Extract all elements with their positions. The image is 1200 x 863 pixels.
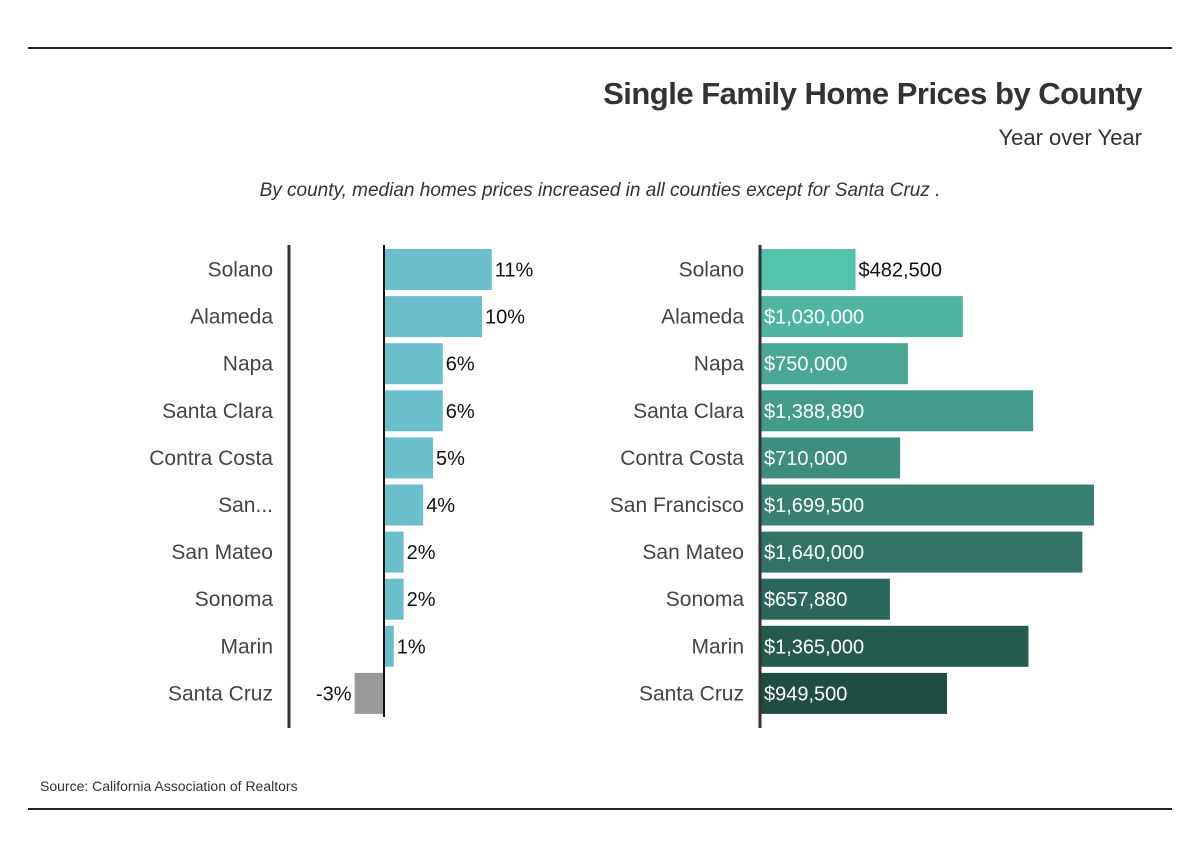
change-bar — [384, 343, 443, 385]
price-category-label: San Francisco — [610, 494, 744, 517]
price-value-label: $657,880 — [764, 589, 847, 611]
change-category-label: Contra Costa — [149, 447, 273, 470]
price-bar — [761, 484, 1094, 526]
change-category-label: Santa Clara — [162, 400, 273, 423]
chart-subtitle: Year over Year — [998, 125, 1142, 150]
price-category-label: Marin — [691, 635, 744, 658]
price-value-label: $1,640,000 — [764, 542, 864, 564]
change-category-label: San... — [218, 494, 273, 517]
price-value-label: $1,030,000 — [764, 307, 864, 329]
price-category-label: Solano — [679, 259, 744, 282]
change-category-label: Solano — [208, 259, 273, 282]
change-category-label: Sonoma — [195, 588, 274, 611]
change-value-label: 4% — [426, 495, 455, 517]
price-value-label: $710,000 — [764, 448, 847, 470]
price-bar — [761, 390, 1034, 432]
chart-title: Single Family Home Prices by County — [603, 76, 1142, 111]
change-bar — [384, 390, 443, 432]
change-value-label: 6% — [446, 401, 475, 423]
bottom-rule — [28, 808, 1172, 810]
price-category-label: Contra Costa — [620, 447, 744, 470]
chart-note: By county, median homes prices increased… — [259, 180, 941, 201]
change-value-label: 2% — [407, 589, 436, 611]
change-value-label: 5% — [436, 448, 465, 470]
change-category-label: Napa — [223, 353, 274, 376]
price-value-label: $949,500 — [764, 683, 847, 705]
price-category-label: Alameda — [661, 306, 744, 329]
price-bar — [761, 296, 963, 338]
change-value-label: -3% — [316, 683, 352, 705]
price-value-label: $1,388,890 — [764, 401, 864, 423]
price-value-label: $750,000 — [764, 354, 847, 376]
change-category-label: Marin — [220, 635, 273, 658]
change-bar — [384, 484, 424, 526]
change-bar — [354, 672, 384, 714]
price-bar — [761, 437, 901, 479]
price-category-label: Santa Clara — [633, 400, 744, 423]
change-bar — [384, 437, 433, 479]
change-value-label: 6% — [446, 354, 475, 376]
price-category-label: San Mateo — [642, 541, 744, 564]
price-category-label: Napa — [694, 353, 745, 376]
price-category-label: Santa Cruz — [639, 682, 744, 705]
change-category-label: San Mateo — [171, 541, 273, 564]
change-bar — [384, 296, 482, 338]
price-bar — [761, 625, 1029, 667]
source-note: Source: California Association of Realto… — [40, 778, 298, 794]
top-rule — [28, 47, 1172, 49]
change-category-label: Alameda — [190, 306, 273, 329]
change-category-label: Santa Cruz — [168, 682, 273, 705]
price-bar — [761, 249, 856, 290]
price-bar — [761, 672, 948, 714]
change-bar — [384, 625, 394, 667]
change-value-label: 10% — [485, 307, 525, 329]
price-value-label: $1,365,000 — [764, 636, 864, 658]
price-bar — [761, 578, 890, 620]
change-bar — [384, 531, 404, 573]
change-value-label: 2% — [407, 542, 436, 564]
price-value-label: $482,500 — [859, 260, 942, 282]
price-category-label: Sonoma — [666, 588, 745, 611]
change-value-label: 1% — [397, 636, 426, 658]
price-value-label: $1,699,500 — [764, 495, 864, 517]
change-value-label: 11% — [495, 260, 534, 282]
price-bar — [761, 531, 1083, 573]
change-bar — [384, 249, 492, 290]
price-bar — [761, 343, 908, 385]
change-bar — [384, 578, 404, 620]
